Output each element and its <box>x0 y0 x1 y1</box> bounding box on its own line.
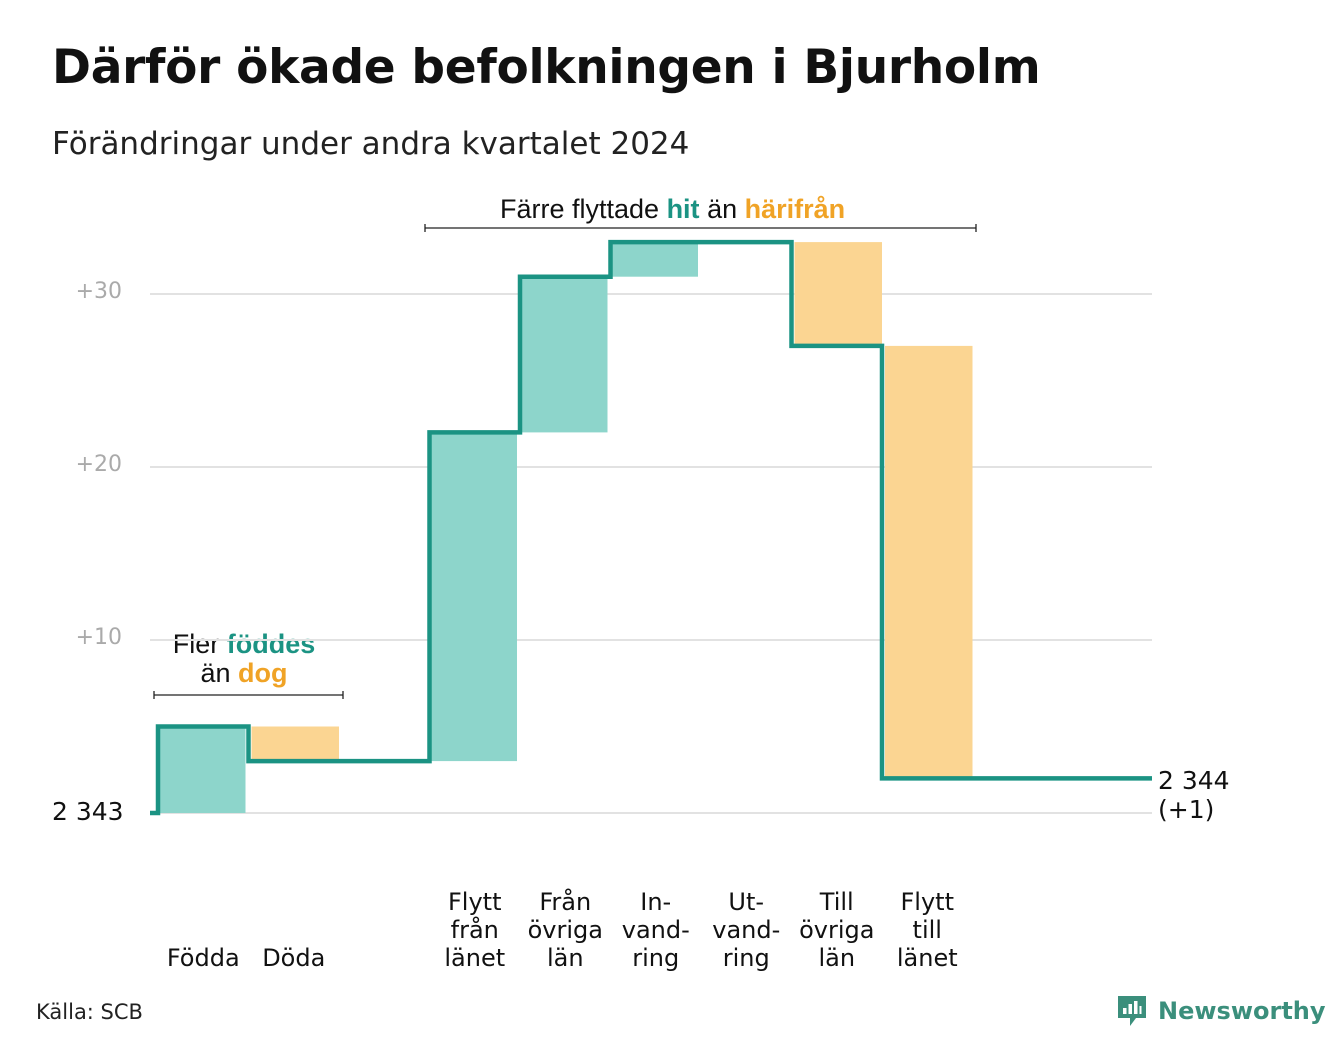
x-tick-label-line: Flytt <box>900 888 955 916</box>
end-label: 2 344 (+1) <box>1158 766 1230 824</box>
x-tick-label-line: ring <box>722 944 770 972</box>
end-label-change: (+1) <box>1158 795 1215 824</box>
bar-döda <box>251 726 339 762</box>
x-tick-label-line: län <box>546 944 584 972</box>
y-tick-label: +10 <box>75 625 122 650</box>
bar-frånövrigalän <box>520 276 608 433</box>
x-tick-label-line: Döda <box>262 944 326 972</box>
end-label-value: 2 344 <box>1158 766 1230 795</box>
x-tick-label: Till övriga län <box>787 888 887 972</box>
x-tick-label-line: övriga <box>799 916 875 944</box>
bar-tillövrigalän <box>794 242 882 346</box>
x-tick-label-line: från <box>450 916 499 944</box>
migration-annotation-hit: hit <box>666 194 700 224</box>
y-tick-label: +30 <box>75 279 122 304</box>
births-annotation-dog: dog <box>238 658 288 688</box>
x-tick-label-line: övriga <box>527 916 603 944</box>
x-tick-label-line: Ut- <box>728 888 765 916</box>
start-label: 2 343 <box>52 797 124 826</box>
x-tick-label-line: Flytt <box>448 888 502 916</box>
births-annotation-line2: än dog <box>154 659 334 688</box>
migration-annotation-prefix: Färre flyttade <box>500 194 667 224</box>
births-annotation-an: än <box>200 658 239 688</box>
births-annotation-prefix: Fler <box>172 629 227 659</box>
x-tick-label-line: In- <box>640 888 672 916</box>
x-tick-label: Flytt från länet <box>425 888 525 972</box>
x-tick-label: Flytt till länet <box>877 888 977 972</box>
births-annotation: Fler föddes än dog <box>154 630 334 688</box>
y-tick-label: +20 <box>75 452 122 477</box>
x-tick-label-line: vand- <box>621 916 690 944</box>
brand-logo: Newsworthy <box>1116 994 1326 1028</box>
births-annotation-line1: Fler föddes <box>154 630 334 659</box>
x-tick-label-line: län <box>818 944 856 972</box>
bar-invandring <box>610 242 698 277</box>
migration-annotation-harifran: härifrån <box>744 194 846 224</box>
x-tick-label-line: länet <box>444 944 506 972</box>
x-tick-label: Födda <box>153 944 253 972</box>
chart-title: Därför ökade befolkningen i Bjurholm <box>52 40 1041 95</box>
bar-flyttfrånlänet <box>429 432 517 762</box>
newsworthy-icon <box>1118 996 1146 1026</box>
x-tick-label-line: till <box>912 916 942 944</box>
x-tick-label: In-vand-ring <box>606 888 706 972</box>
source-label: Källa: SCB <box>36 1000 143 1024</box>
step-line <box>150 239 1152 816</box>
x-tick-label: Från övriga län <box>515 888 615 972</box>
x-tick-label-line: ring <box>632 944 680 972</box>
bar-födda <box>158 726 246 813</box>
births-annotation-foddes: föddes <box>226 629 316 659</box>
chart-subtitle: Förändringar under andra kvartalet 2024 <box>52 126 690 162</box>
x-tick-label: Ut-vand-ring <box>696 888 796 972</box>
x-tick-label: Döda <box>244 944 344 972</box>
brand-name: Newsworthy <box>1158 997 1326 1025</box>
x-tick-label-line: vand- <box>712 916 781 944</box>
migration-annotation-middle: än <box>699 194 745 224</box>
x-tick-label-line: Från <box>539 888 592 916</box>
x-tick-label-line: länet <box>896 944 958 972</box>
migration-annotation: Färre flyttade hit än härifrån <box>500 195 845 224</box>
x-tick-label-line: Födda <box>166 944 240 972</box>
x-tick-label-line: Till <box>819 888 854 916</box>
bar-flytttilllänet <box>885 345 973 779</box>
